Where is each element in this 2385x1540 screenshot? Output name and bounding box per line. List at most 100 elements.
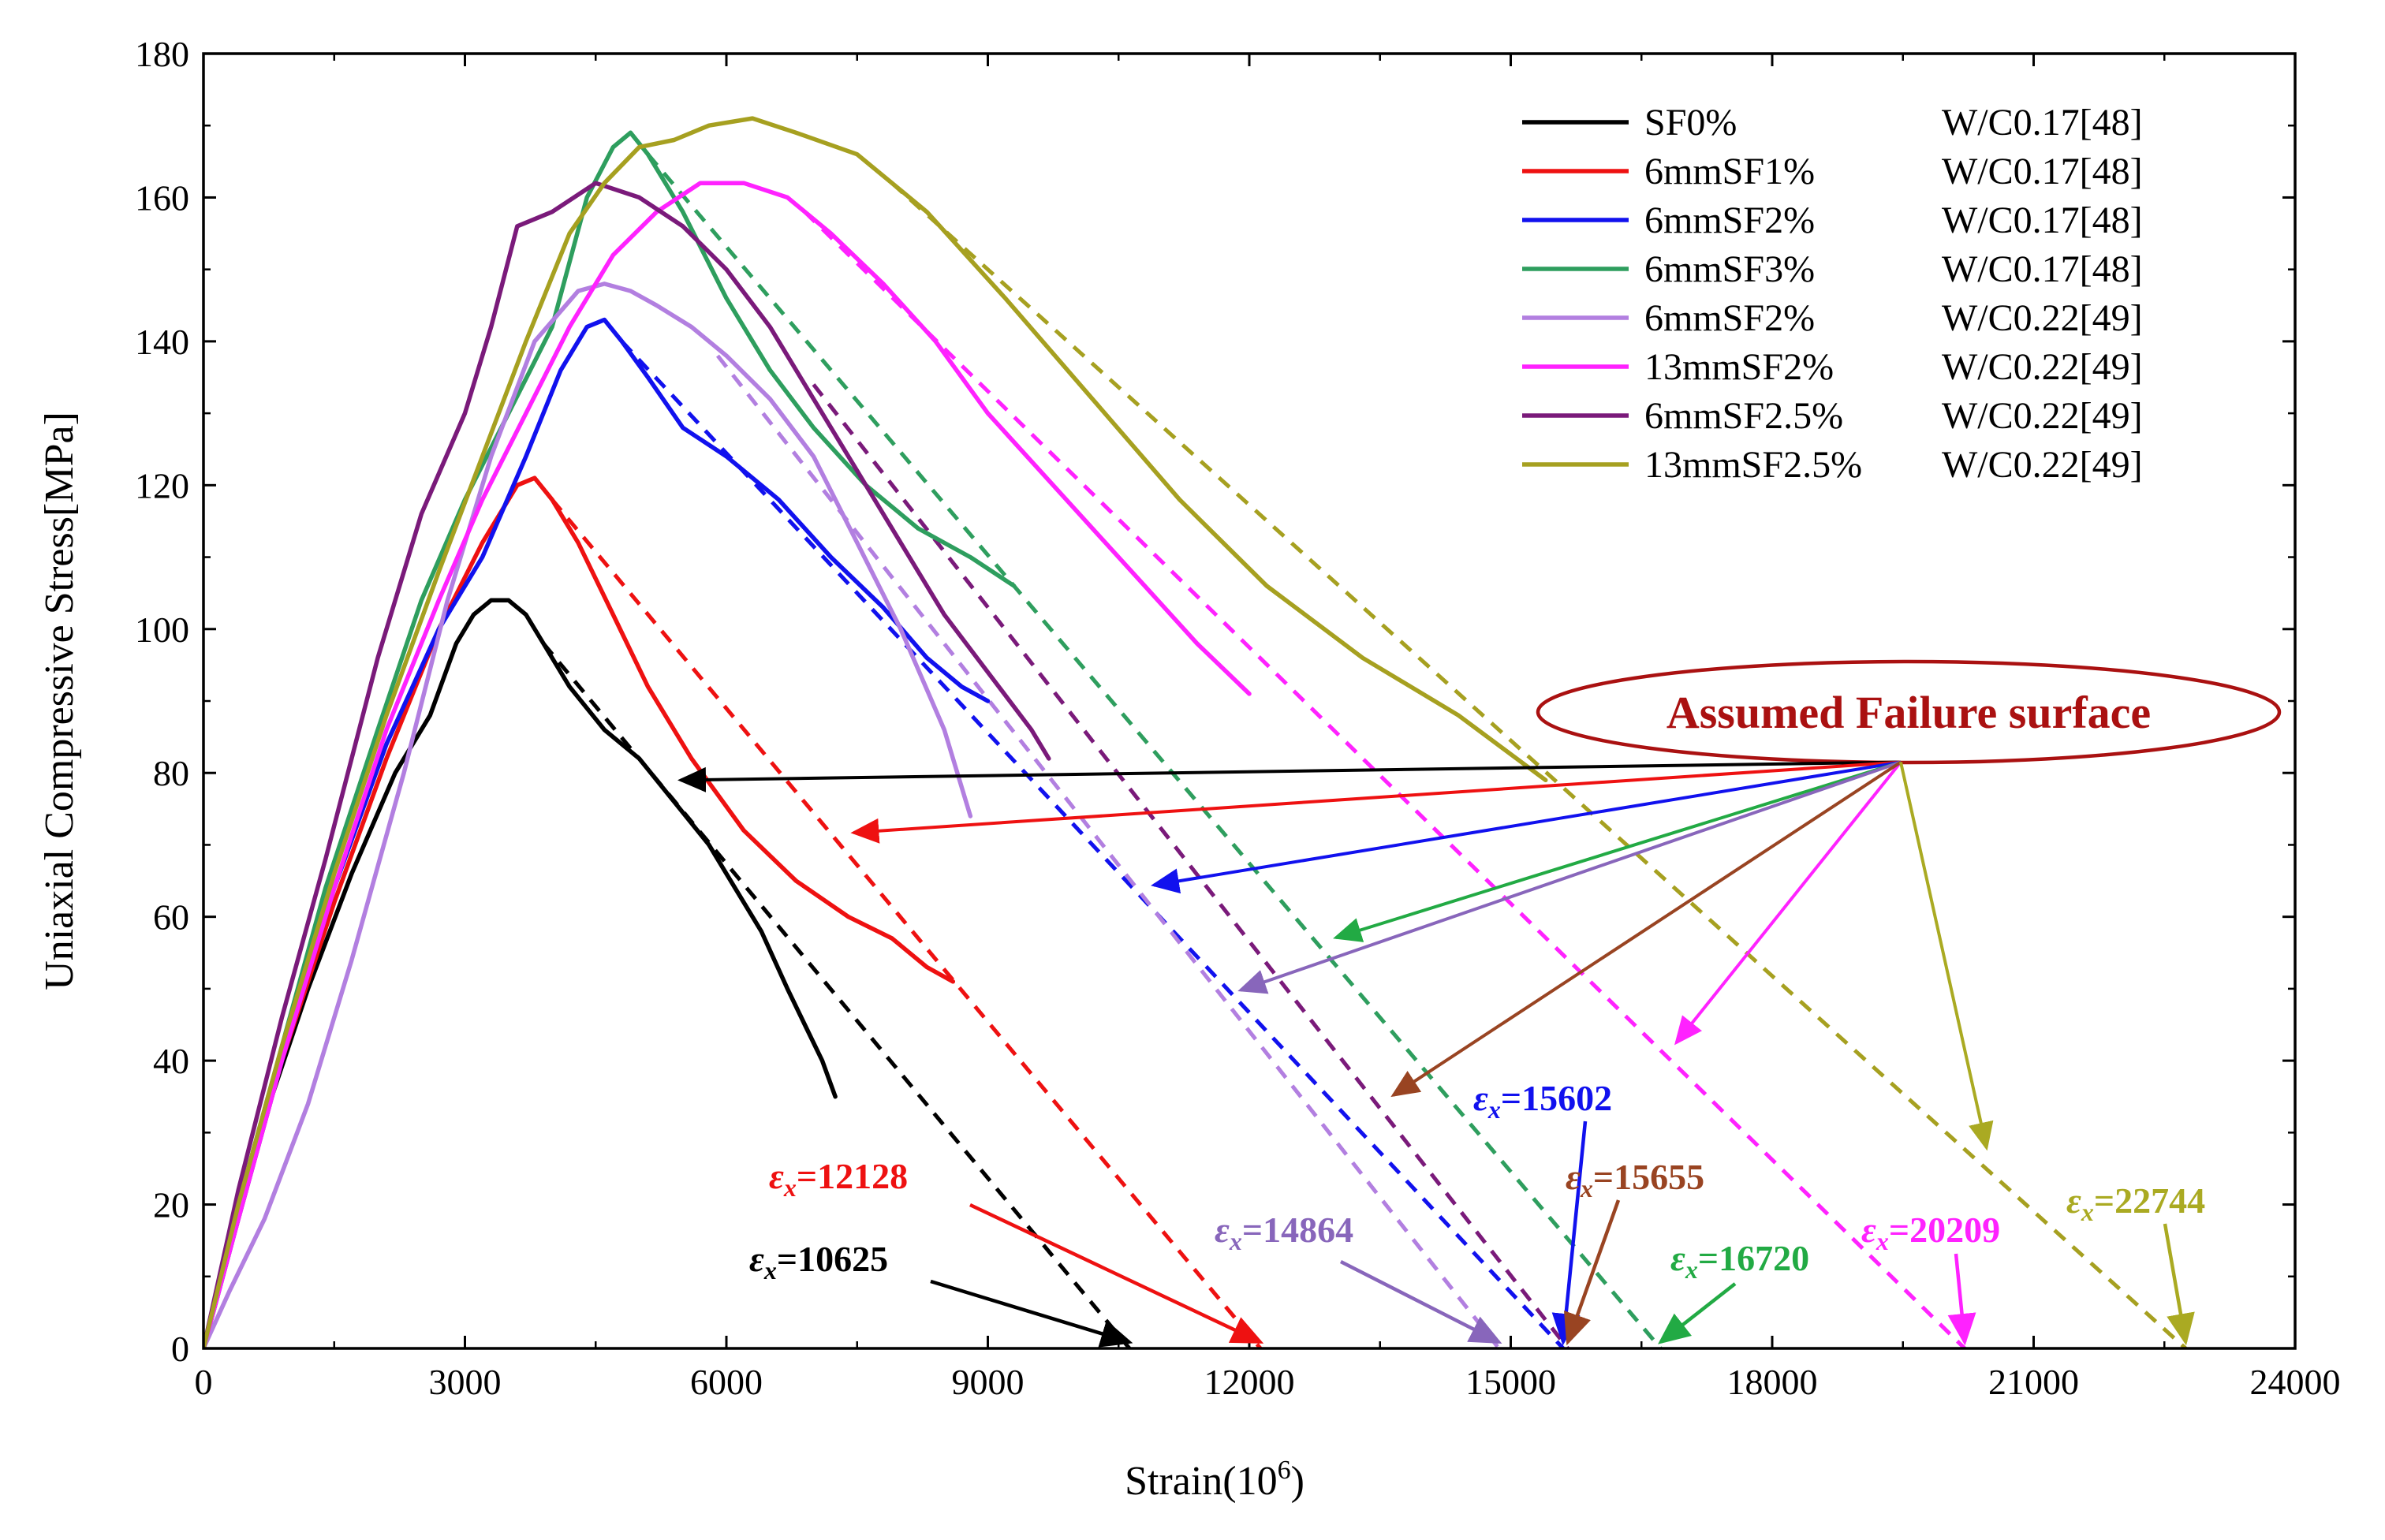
epsilon-subscript: x bbox=[1876, 1227, 1889, 1255]
legend-label-2: 6mmSF2% bbox=[1644, 199, 1815, 241]
failure-arrow-1 bbox=[850, 760, 1902, 844]
epsilon-symbol: ε bbox=[1473, 1078, 1488, 1118]
epsilon-subscript: x bbox=[1685, 1255, 1698, 1284]
fit-line-6 bbox=[812, 383, 1569, 1348]
epsilon-subscript: x bbox=[1580, 1174, 1593, 1203]
failure-strain-arrow-0 bbox=[930, 1279, 1133, 1348]
failure-strain-arrow-6 bbox=[1564, 1199, 1621, 1346]
failure-strain-label-4: εx=14864 bbox=[1215, 1210, 1353, 1255]
epsilon-subscript: x bbox=[2081, 1198, 2094, 1226]
failure-arrow-6 bbox=[1390, 760, 1902, 1098]
annotations: εx=10625εx=12128εx=15602εx=16720εx=14864… bbox=[677, 760, 2205, 1348]
legend-source-5: W/C0.22[49] bbox=[1942, 346, 2143, 388]
x-axis-title-main: Strain(10 bbox=[1125, 1459, 1278, 1504]
series-line-3 bbox=[203, 130, 1017, 1348]
series-line-0 bbox=[203, 598, 838, 1348]
series-line-7 bbox=[203, 116, 1548, 1348]
failure-strain-value: =16720 bbox=[1698, 1238, 1809, 1278]
epsilon-symbol: ε bbox=[749, 1239, 764, 1279]
x-axis-title-sup: 6 bbox=[1278, 1456, 1291, 1485]
legend-label-4: 6mmSF2% bbox=[1644, 297, 1815, 339]
legend-source-4: W/C0.22[49] bbox=[1942, 297, 2143, 339]
failure-strain-value: =14864 bbox=[1242, 1210, 1353, 1250]
epsilon-subscript: x bbox=[1229, 1227, 1242, 1255]
epsilon-subscript: x bbox=[1487, 1095, 1501, 1124]
legend-source-1: W/C0.17[48] bbox=[1942, 151, 2143, 192]
failure-strain-arrow-4 bbox=[1339, 1259, 1502, 1344]
series-line-4 bbox=[203, 282, 973, 1348]
legend: SF0% W/C0.17[48] 6mmSF1% W/C0.17[48] 6mmSF2%… bbox=[1522, 102, 2143, 486]
legend-source-0: W/C0.17[48] bbox=[1942, 102, 2143, 144]
failure-strain-arrow-7 bbox=[2163, 1223, 2195, 1346]
fit-line-4 bbox=[715, 354, 1501, 1348]
fit-line-1 bbox=[551, 498, 1263, 1348]
x-tick-label: 3000 bbox=[429, 1362, 502, 1402]
legend-source-6: W/C0.22[49] bbox=[1942, 395, 2143, 437]
failure-arrow-2 bbox=[1151, 760, 1902, 894]
x-tick-label: 12000 bbox=[1204, 1362, 1295, 1402]
y-axis-title: Uniaxial Compressive Stress[MPa] bbox=[37, 412, 82, 990]
failure-strain-value: =15655 bbox=[1593, 1157, 1704, 1197]
legend-source-3: W/C0.17[48] bbox=[1942, 248, 2143, 290]
failure-surface-label: Assumed Failure surface bbox=[1667, 687, 2151, 738]
series-line-1 bbox=[203, 475, 956, 1348]
epsilon-symbol: ε bbox=[1566, 1157, 1581, 1197]
x-tick-label: 0 bbox=[195, 1362, 213, 1402]
axis-tick-labels: 0 3000 6000 9000 12000 15000 18000 21000 24000 0 2… bbox=[135, 34, 2341, 1402]
failure-strain-value: =15602 bbox=[1501, 1078, 1612, 1118]
failure-strain-arrow-3 bbox=[1658, 1282, 1737, 1344]
failure-strain-label-6: εx=15655 bbox=[1566, 1157, 1704, 1203]
failure-surface-ellipse bbox=[1536, 659, 2282, 765]
failure-strain-value: =12128 bbox=[797, 1156, 908, 1196]
y-tick-label: 180 bbox=[135, 34, 189, 74]
failure-strain-value: =20209 bbox=[1889, 1210, 2000, 1250]
legend-label-6: 6mmSF2.5% bbox=[1644, 395, 1843, 437]
y-tick-label: 40 bbox=[153, 1041, 189, 1081]
failure-strain-label-1: εx=12128 bbox=[769, 1156, 908, 1202]
epsilon-symbol: ε bbox=[769, 1156, 784, 1196]
epsilon-subscript: x bbox=[783, 1173, 797, 1202]
epsilon-symbol: ε bbox=[1670, 1238, 1685, 1278]
x-tick-label: 21000 bbox=[1988, 1362, 2079, 1402]
y-tick-label: 20 bbox=[153, 1185, 189, 1225]
failure-arrow-0 bbox=[677, 760, 1902, 792]
fit-line-2 bbox=[620, 340, 1565, 1348]
fit-line-3 bbox=[646, 153, 1663, 1348]
legend-label-0: SF0% bbox=[1644, 102, 1737, 144]
x-tick-label: 6000 bbox=[690, 1362, 763, 1402]
failure-strain-arrow-5 bbox=[1947, 1253, 1976, 1346]
fit-line-5 bbox=[803, 210, 1966, 1348]
legend-label-1: 6mmSF1% bbox=[1644, 151, 1815, 192]
failure-strain-label-7: εx=22744 bbox=[2066, 1180, 2205, 1226]
axis-ticks bbox=[202, 52, 2297, 1350]
series-line-5 bbox=[203, 181, 1252, 1348]
y-tick-label: 60 bbox=[153, 897, 189, 938]
failure-arrow-3 bbox=[1333, 760, 1902, 942]
failure-strain-label-0: εx=10625 bbox=[749, 1239, 888, 1285]
epsilon-symbol: ε bbox=[1861, 1210, 1876, 1250]
failure-strain-label-5: εx=20209 bbox=[1861, 1210, 2000, 1255]
failure-strain-arrow-1 bbox=[969, 1203, 1264, 1344]
failure-arrow-5 bbox=[1674, 761, 1902, 1046]
epsilon-subscript: x bbox=[763, 1256, 777, 1285]
y-tick-label: 100 bbox=[135, 610, 189, 650]
failure-arrow-7 bbox=[1899, 762, 1994, 1151]
failure-strain-label-2: εx=15602 bbox=[1473, 1078, 1612, 1124]
legend-label-7: 13mmSF2.5% bbox=[1644, 444, 1862, 486]
failure-strain-value: =10625 bbox=[777, 1239, 888, 1279]
failure-strain-arrow-2 bbox=[1551, 1121, 1588, 1346]
y-tick-label: 120 bbox=[135, 465, 189, 505]
y-tick-label: 140 bbox=[135, 322, 189, 362]
failure-strain-value: =22744 bbox=[2094, 1180, 2205, 1221]
legend-label-3: 6mmSF3% bbox=[1644, 248, 1815, 290]
x-axis-title: Strain(106) bbox=[1125, 1456, 1304, 1504]
failure-arrow-4 bbox=[1237, 760, 1902, 994]
series-line-6 bbox=[203, 181, 1051, 1348]
x-tick-label: 18000 bbox=[1727, 1362, 1818, 1402]
fit-line-7 bbox=[890, 181, 2187, 1348]
x-tick-label: 24000 bbox=[2250, 1362, 2341, 1402]
legend-label-5: 13mmSF2% bbox=[1644, 346, 1834, 388]
series-lines bbox=[203, 116, 1548, 1348]
y-tick-label: 160 bbox=[135, 177, 189, 218]
